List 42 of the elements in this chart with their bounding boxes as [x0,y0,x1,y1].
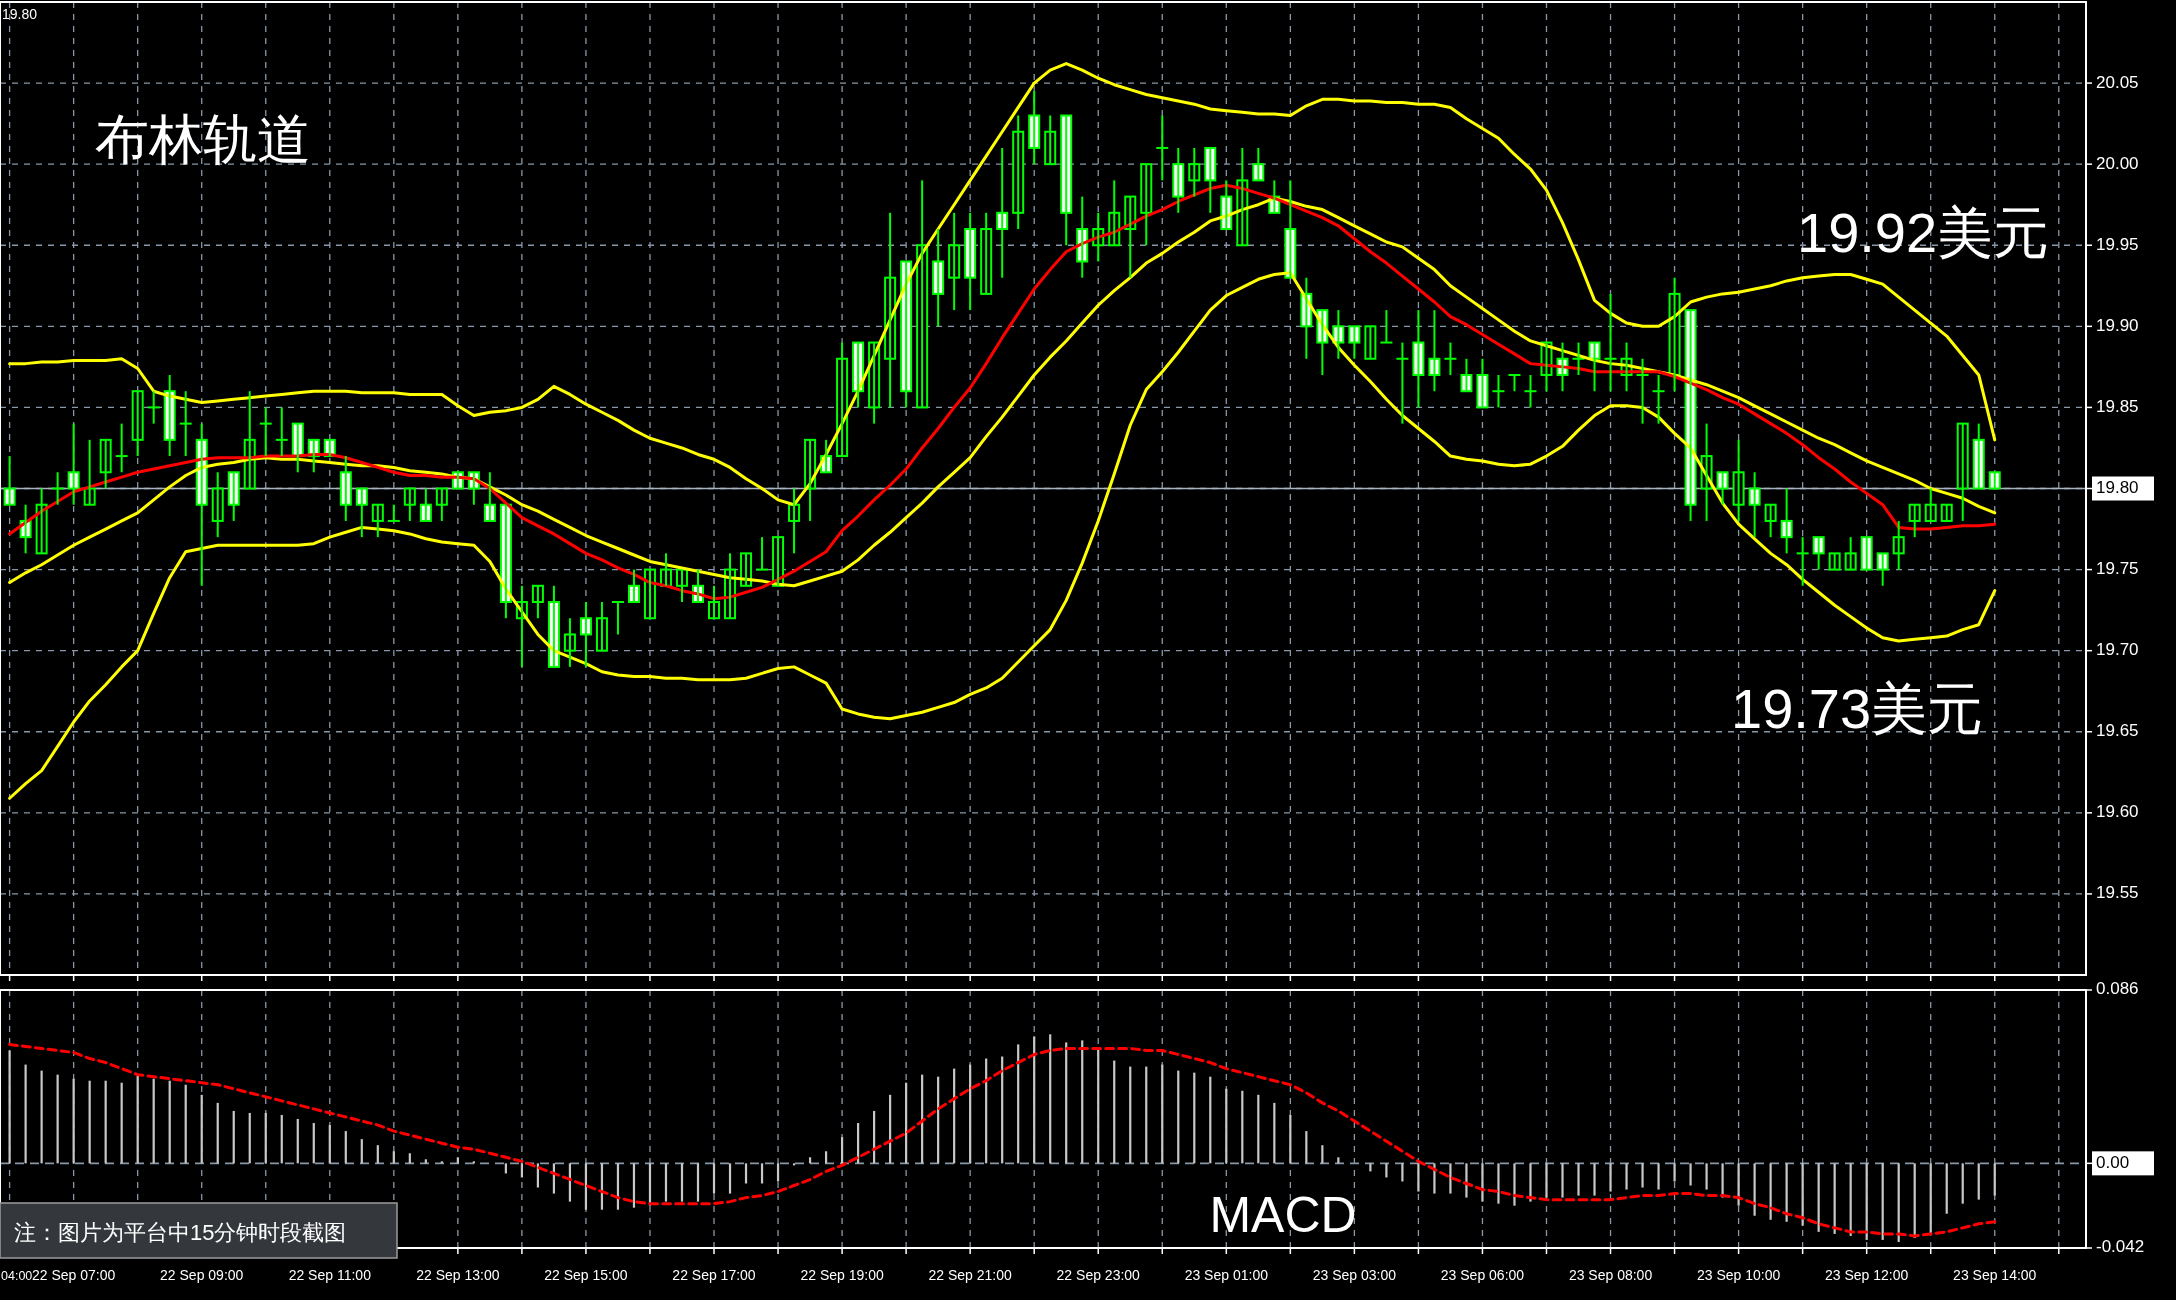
y-tick-label: 19.70 [2096,640,2139,660]
candlestick [1507,373,1522,393]
x-tick-label: 22 Sep 13:00 [416,1267,500,1283]
text: 布林轨道 [95,109,311,169]
candlestick [610,601,625,636]
x-tick-label: 22 Sep 15:00 [544,1267,628,1283]
candlestick [386,503,401,522]
y-tick-label: 19.55 [2096,883,2139,903]
text: 04:00 [1,1269,33,1283]
y-tick-label: 19.75 [2096,559,2139,579]
text: MACD [1209,1187,1357,1243]
x-tick-label: 23 Sep 10:00 [1696,1267,1781,1283]
y-tick-label: 0.086 [2096,979,2139,999]
x-tick-label: 22 Sep 07:00 [31,1267,116,1283]
x-tick-label: 22 Sep 19:00 [800,1267,884,1283]
x-tick-label: 23 Sep 12:00 [1825,1267,1909,1283]
x-tick-label: 22 Sep 09:00 [160,1267,244,1283]
y-tick-label: 19.85 [2096,396,2139,416]
x-tick-label: 23 Sep 14:00 [1953,1267,2037,1283]
annotation: 19.73美元 [1731,677,1984,740]
x-tick-label: 23 Sep 01:00 [1184,1267,1269,1283]
y-tick-label: 20.05 [2096,72,2139,92]
x-tick-label: 22 Sep 11:00 [288,1267,372,1283]
candlestick [755,536,770,571]
y-tick-label: 19.60 [2096,802,2139,822]
annotation: 19.80 [2,6,38,22]
y-tick-label: -0.042 [2096,1237,2145,1257]
y-tick-label: 20.00 [2096,153,2139,173]
x-tick-label: 23 Sep 06:00 [1440,1267,1525,1283]
x-tick-label: 22 Sep 17:00 [672,1267,756,1283]
candlestick [1379,309,1394,344]
x-tick-label: 23 Sep 03:00 [1312,1267,1397,1283]
y-tick-label: 0.00 [2096,1152,2130,1172]
y-tick-label: 19.80 [2096,477,2139,497]
x-tick-label: 22 Sep 21:00 [928,1267,1013,1283]
annotation: 19.92美元 [1797,201,2050,264]
x-tick-label: 23 Sep 08:00 [1568,1267,1653,1283]
y-tick-label: 19.90 [2096,315,2139,335]
annotation: 注：图片为平台中15分钟时段截图 [14,1220,347,1245]
y-tick-label: 19.65 [2096,721,2139,741]
y-tick-label: 19.95 [2096,234,2139,254]
x-tick-label: 22 Sep 23:00 [1056,1267,1141,1283]
